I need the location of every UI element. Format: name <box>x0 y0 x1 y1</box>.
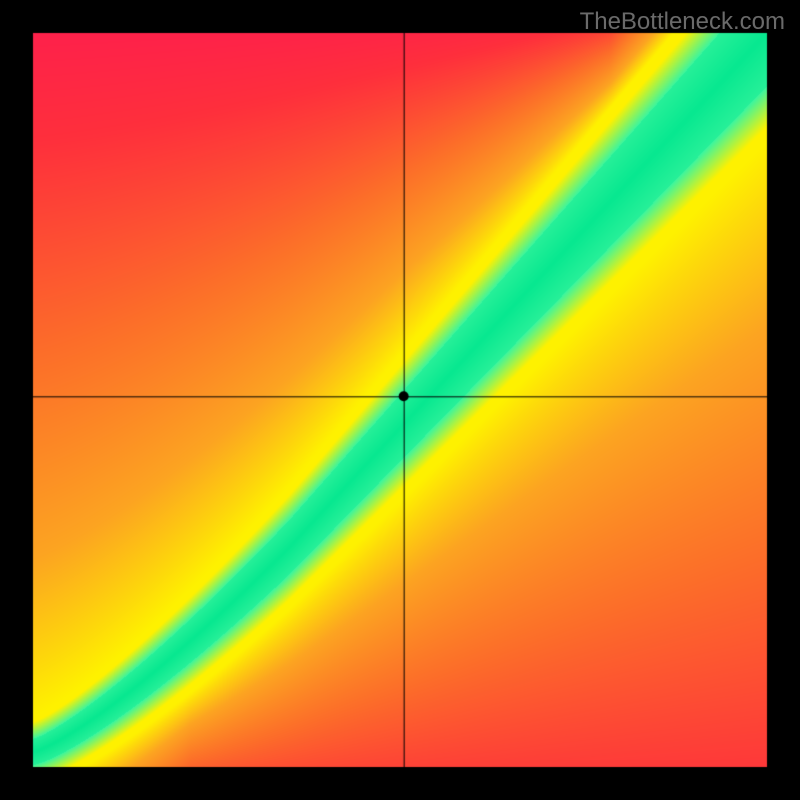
watermark-text: TheBottleneck.com <box>580 8 785 36</box>
bottleneck-chart: TheBottleneck.com <box>0 0 800 800</box>
heatmap-canvas <box>0 0 800 800</box>
